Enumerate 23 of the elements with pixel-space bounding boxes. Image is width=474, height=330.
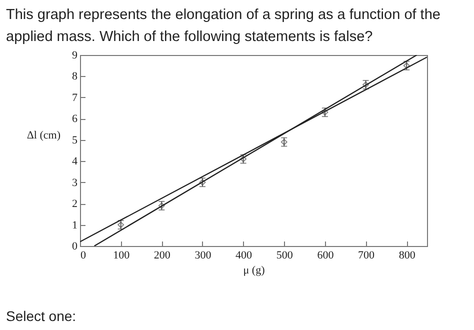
y-tick-label: 2 — [72, 198, 78, 210]
y-tick-label: 4 — [72, 156, 78, 168]
chart-title: This graph represents the elongation of a spring as a function of the applied mass. Which of the following statements is false? — [6, 6, 442, 47]
x-tick-label: 0 — [80, 250, 86, 262]
x-tick-label: 200 — [154, 250, 171, 262]
x-tick-label: 300 — [194, 250, 212, 262]
x-tick-label: 800 — [398, 250, 416, 262]
y-tick-label: 1 — [72, 219, 78, 232]
y-tick-label: 9 — [72, 50, 78, 62]
y-tick-label: 0 — [72, 240, 78, 252]
x-tick-label: 600 — [317, 250, 334, 262]
x-tick-label: 400 — [236, 250, 253, 262]
x-tick-label: 500 — [276, 250, 294, 262]
y-tick-label: 8 — [72, 70, 78, 83]
x-axis-title: μ (g) — [243, 264, 266, 276]
y-tick-label: 3 — [72, 176, 78, 189]
y-axis-title: Δl (cm) — [26, 130, 61, 142]
y-tick-label: 6 — [72, 113, 78, 126]
y-tick-label: 7 — [72, 92, 78, 104]
x-tick-label: 700 — [358, 250, 376, 262]
y-tick-label: 5 — [72, 134, 78, 146]
x-tick-label: 100 — [113, 250, 130, 262]
text: Select one: — [6, 308, 76, 324]
